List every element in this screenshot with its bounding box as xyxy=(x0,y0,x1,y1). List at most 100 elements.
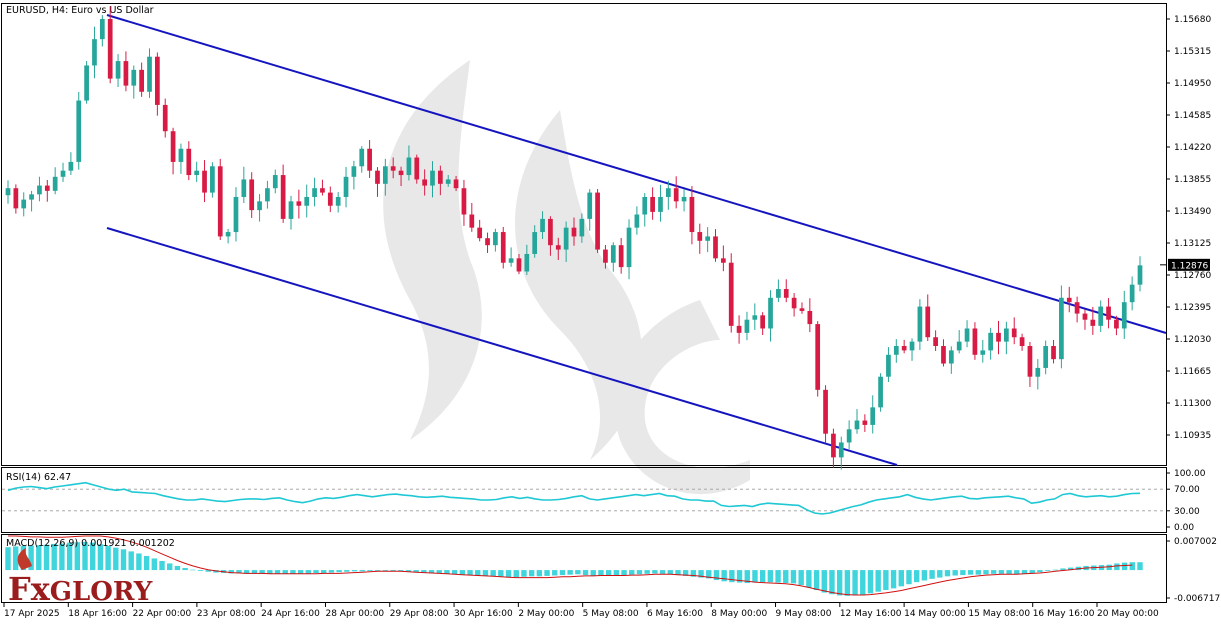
macd-bar xyxy=(1029,570,1035,574)
candle-body xyxy=(155,56,160,105)
macd-bar xyxy=(605,570,612,576)
candle-body xyxy=(705,236,710,241)
candle xyxy=(1019,333,1025,351)
macd-bar xyxy=(436,570,442,574)
candle xyxy=(194,161,200,182)
candle xyxy=(76,92,82,170)
candle xyxy=(713,229,718,262)
macd-bar xyxy=(636,570,643,575)
candle xyxy=(1011,317,1017,345)
candle-body xyxy=(320,188,325,193)
candle-body xyxy=(304,196,310,206)
macd-bar xyxy=(659,570,666,574)
candle xyxy=(60,162,66,182)
candle xyxy=(1129,276,1135,311)
macd-bar xyxy=(1060,568,1066,571)
candle xyxy=(52,167,58,195)
macd-bar xyxy=(898,570,904,587)
candle xyxy=(681,189,687,212)
time-tick-label: 9 May 08:00 xyxy=(776,609,832,619)
candle-body xyxy=(1137,265,1143,285)
macd-bar xyxy=(428,570,435,574)
candle xyxy=(107,6,113,84)
macd-histogram xyxy=(5,541,1143,596)
macd-bar xyxy=(752,570,758,583)
rsi-tick-label: 30.00 xyxy=(1174,507,1200,517)
candle-body xyxy=(272,175,278,189)
time-tick-label: 22 Apr 00:00 xyxy=(133,609,192,619)
candle-body xyxy=(752,315,758,320)
macd-bar xyxy=(1137,562,1143,571)
macd-bar xyxy=(498,570,504,577)
candle xyxy=(791,293,797,317)
candle xyxy=(948,346,954,374)
candle-body xyxy=(115,61,121,79)
candle xyxy=(854,409,860,434)
candle xyxy=(571,217,577,246)
candle xyxy=(673,176,679,209)
macd-bar xyxy=(143,555,150,571)
macd-bar xyxy=(505,570,512,578)
candle xyxy=(225,228,231,244)
candle-body xyxy=(312,188,317,197)
macd-bar xyxy=(998,570,1005,574)
candle-body xyxy=(13,188,19,209)
macd-bar xyxy=(836,570,843,596)
candle xyxy=(925,294,931,341)
macd-bar xyxy=(806,570,812,588)
svg-text:1.12876: 1.12876 xyxy=(1171,261,1208,271)
candle xyxy=(665,180,671,210)
candle xyxy=(1004,321,1009,355)
price-tick-label: 1.12030 xyxy=(1174,335,1211,345)
candle-body xyxy=(249,179,255,211)
candle-body xyxy=(618,245,624,268)
candle-body xyxy=(170,131,176,162)
candle xyxy=(438,165,443,196)
candle xyxy=(886,347,891,382)
macd-bar xyxy=(398,570,404,572)
macd-bar xyxy=(729,570,735,583)
candle-body xyxy=(681,196,687,202)
candle-body xyxy=(744,319,750,333)
candle-body xyxy=(414,157,420,180)
candle xyxy=(1035,359,1041,390)
candle-body xyxy=(92,39,97,66)
candle xyxy=(878,373,883,412)
candle-body xyxy=(1051,346,1056,360)
candle-body xyxy=(807,310,813,325)
candle xyxy=(92,26,97,79)
candle xyxy=(1027,341,1033,387)
candle xyxy=(838,436,844,470)
macd-bar xyxy=(613,570,620,576)
candle-body xyxy=(445,179,451,184)
macd-bar xyxy=(860,570,866,595)
macd-bar xyxy=(444,570,450,574)
candle xyxy=(728,253,734,333)
macd-bar xyxy=(136,553,142,571)
candle xyxy=(304,184,310,218)
macd-bar xyxy=(913,570,920,583)
candle xyxy=(909,338,915,361)
time-tick-label: 17 Apr 2025 xyxy=(4,609,60,619)
candle xyxy=(540,211,545,240)
candle xyxy=(422,169,427,196)
candle-body xyxy=(257,201,262,211)
macd-bar xyxy=(582,570,589,576)
candle-body xyxy=(99,19,105,40)
channel-upper-line xyxy=(106,14,1167,334)
macd-bar xyxy=(1044,570,1051,571)
time-tick-label: 6 May 16:00 xyxy=(647,609,703,619)
macd-bar xyxy=(744,570,750,583)
candle-body xyxy=(768,297,773,329)
macd-bar xyxy=(567,570,573,575)
macd-bar xyxy=(1106,564,1112,571)
macd-bar xyxy=(937,570,943,578)
candle xyxy=(956,330,962,354)
candle-body xyxy=(37,185,42,195)
candle-body xyxy=(1129,284,1135,303)
candle-body xyxy=(288,201,294,219)
candle-body xyxy=(1059,297,1064,360)
candle xyxy=(390,157,396,179)
candle-body xyxy=(610,245,616,263)
